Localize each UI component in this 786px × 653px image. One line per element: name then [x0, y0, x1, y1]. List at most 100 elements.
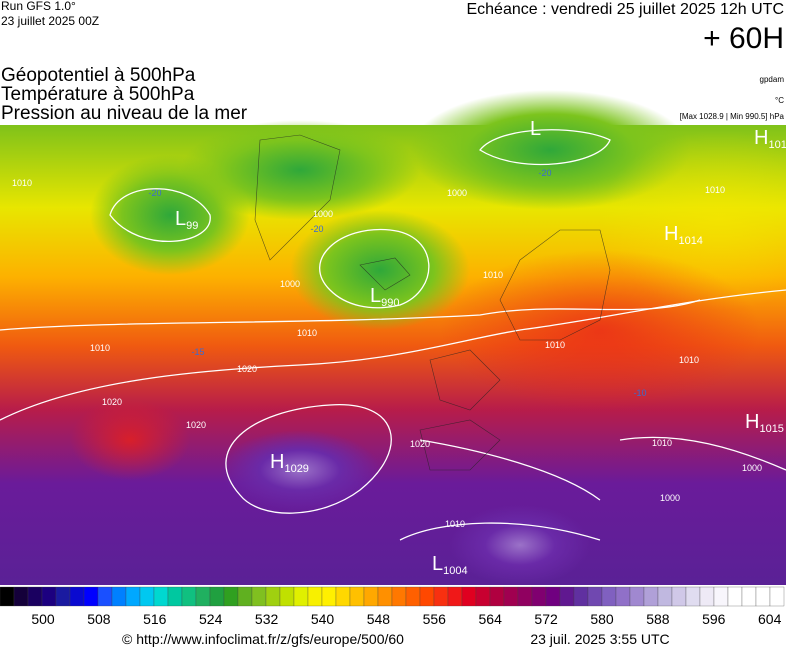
- footer-url: © http://www.infoclimat.fr/z/gfs/europe/…: [122, 631, 404, 647]
- contour-label: 1000: [742, 463, 762, 473]
- contour-label: 1020: [186, 420, 206, 430]
- pressure-center: H101: [754, 127, 786, 151]
- colorbar-swatch: [475, 586, 491, 607]
- contour-label: 1020: [237, 364, 257, 374]
- colorbar-tick-label: 580: [590, 611, 614, 627]
- colorbar-swatch: [293, 586, 309, 607]
- coastlines: [254, 134, 611, 471]
- contour-label: 1010: [679, 355, 699, 365]
- colorbar-swatch: [223, 586, 239, 607]
- center-letter: H: [745, 411, 759, 433]
- colorbar-swatch: [181, 586, 197, 607]
- colorbar-swatch: [195, 586, 211, 607]
- colorbar-swatch: [699, 586, 715, 607]
- colorbar-swatch: [447, 586, 463, 607]
- pressure-center: H1014: [664, 223, 703, 247]
- colorbar-swatch: [321, 586, 337, 607]
- center-value: 990: [381, 297, 399, 309]
- contour-label: 1020: [410, 439, 430, 449]
- colorbar-tick-label: 596: [702, 611, 726, 627]
- contour-label: 1010: [705, 185, 725, 195]
- colorbar-swatch: [727, 586, 743, 607]
- center-value: 1014: [678, 235, 702, 247]
- colorbar-swatch: [587, 586, 603, 607]
- colorbar-tick-label: 540: [311, 611, 335, 627]
- colorbar-swatch: [13, 586, 29, 607]
- colorbar-swatch: [615, 586, 631, 607]
- colorbar-swatch: [335, 586, 351, 607]
- colorbar-swatch: [139, 586, 155, 607]
- center-letter: L: [370, 285, 381, 307]
- colorbar-swatch: [559, 586, 575, 607]
- colorbar-tick-label: 548: [367, 611, 391, 627]
- colorbar-swatch: [503, 586, 519, 607]
- colorbar-swatch: [685, 586, 701, 607]
- lead-time: + 60H: [703, 22, 784, 55]
- temperature-label: -20: [310, 224, 323, 234]
- colorbar-swatch: [0, 586, 15, 607]
- colorbar-swatch: [755, 586, 771, 607]
- unit-celsius: °C: [775, 96, 784, 105]
- center-value: 99: [186, 220, 198, 232]
- colorbar-tick-label: 572: [534, 611, 558, 627]
- map-field: [0, 90, 786, 585]
- colorbar-swatch: [111, 586, 127, 607]
- colorbar-swatch: [461, 586, 477, 607]
- colorbar-swatch: [391, 586, 407, 607]
- colorbar-swatch: [83, 586, 99, 607]
- colorbar-swatch: [643, 586, 659, 607]
- temperature-label: -10: [633, 388, 646, 398]
- colorbar-swatch: [377, 586, 393, 607]
- center-letter: H: [754, 127, 768, 149]
- contour-label: 1010: [297, 328, 317, 338]
- colorbar-tick-label: 516: [143, 611, 167, 627]
- colorbar-swatch: [167, 586, 183, 607]
- temperature-label: -20: [538, 168, 551, 178]
- colorbar-swatch: [517, 586, 533, 607]
- colorbar-swatch: [209, 586, 225, 607]
- colorbar-swatch: [489, 586, 505, 607]
- colorbar-swatch: [55, 586, 71, 607]
- colorbar-swatch: [363, 586, 379, 607]
- field-name: Géopotentiel à 500hPa: [1, 65, 196, 86]
- colorbar-swatch: [741, 586, 757, 607]
- colorbar-swatch: [349, 586, 365, 607]
- center-letter: L: [432, 553, 443, 575]
- pressure-center: H1029: [270, 451, 309, 475]
- field-name: Température à 500hPa: [1, 84, 195, 105]
- colorbar-swatch: [671, 586, 687, 607]
- colorbar-swatch: [27, 586, 43, 607]
- center-letter: H: [270, 451, 284, 473]
- colorbar-swatch: [657, 586, 673, 607]
- pressure-center: H1015: [745, 411, 784, 435]
- colorbar-swatch: [237, 586, 253, 607]
- colorbar-tick-label: 532: [255, 611, 279, 627]
- contour-label: 1010: [445, 519, 465, 529]
- contour-label: 1000: [313, 209, 333, 219]
- colorbar-swatch: [405, 586, 421, 607]
- center-letter: H: [664, 223, 678, 245]
- isobars: [0, 129, 786, 541]
- colorbar-tick-label: 564: [479, 611, 503, 627]
- colorbar-swatch: [573, 586, 589, 607]
- contour-label: 1010: [545, 340, 565, 350]
- colorbar-swatch: [601, 586, 617, 607]
- temperature-label: -20: [148, 188, 161, 198]
- footer-time: 23 juil. 2025 3:55 UTC: [530, 631, 669, 647]
- field-name: Pression au niveau de la mer: [1, 103, 248, 124]
- colorbar-swatch: [769, 586, 785, 607]
- contour-label: 1000: [660, 493, 680, 503]
- colorbar-swatch: [419, 586, 435, 607]
- colorbar-tick-label: 604: [758, 611, 782, 627]
- center-letter: L: [175, 208, 186, 230]
- colorbar-swatch: [125, 586, 141, 607]
- contour-label: 1010: [483, 270, 503, 280]
- colorbar-swatch: [433, 586, 449, 607]
- colorbar-tick-label: 556: [423, 611, 447, 627]
- center-value: 101: [768, 139, 786, 151]
- colorbar-swatch: [69, 586, 85, 607]
- center-value: 1029: [284, 463, 308, 475]
- colorbar-tick-label: 508: [87, 611, 111, 627]
- colorbar: [0, 586, 785, 607]
